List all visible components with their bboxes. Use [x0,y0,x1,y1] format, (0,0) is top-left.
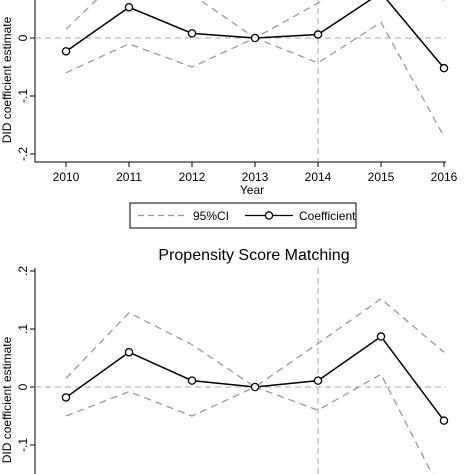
coefficient-marker [313,30,323,39]
y-tick-label: .1 [16,324,30,334]
panel-title: Propensity Score Matching [158,247,349,264]
coefficient-marker [61,47,71,56]
legend: 95%CI Coefficient [129,202,357,229]
y-tick-label: -.2 [16,147,30,161]
y-axis-title: DID coefficient estimate [0,336,14,463]
x-tick-label: 2013 [242,170,269,184]
coefficient-marker [439,416,449,425]
x-tick-label: 2010 [53,170,80,184]
x-axis-title: Year [240,183,264,197]
x-tick-label: 2011 [116,170,142,184]
y-tick-label: 0 [16,34,30,41]
x-tick-label: 2014 [305,170,332,184]
y-axis-title: DID coefficient estimate [0,16,14,143]
legend-coef-label: Coefficient [299,209,356,223]
y-tick-label: -.1 [16,89,30,103]
panel-top-chart: -.2-.10.1.2 2010201120122013201420152016… [0,0,458,197]
coefficient-marker [250,382,260,392]
x-tick-label: 2016 [431,170,458,184]
plot-frame [34,0,446,163]
x-tick-label: 2012 [179,170,206,184]
legend-box [129,202,357,229]
coefficient-marker [187,29,197,38]
panel-bottom-chart: Propensity Score Matching -.1 0 .1 .2 DID c… [0,247,449,474]
coefficient-marker [376,332,386,341]
coefficient-marker [124,3,134,12]
x-tick-label: 2015 [368,170,395,184]
y-tick-label: 0 [16,383,30,390]
coefficient-marker [250,33,260,43]
ci-upper-line [65,0,445,39]
coefficient-marker [124,347,134,357]
ci-upper-line [65,298,445,388]
coefficient-marker [439,63,449,73]
coefficient-marker [313,376,323,385]
coefficient-marker [61,393,71,402]
y-tick-label: -.1 [16,438,30,452]
y-tick-label: .2 [16,266,30,276]
legend-ci-label: 95%CI [193,209,229,223]
coefficient-marker [187,376,197,385]
legend-coef-marker [264,211,274,220]
coefficient-line [65,335,445,422]
